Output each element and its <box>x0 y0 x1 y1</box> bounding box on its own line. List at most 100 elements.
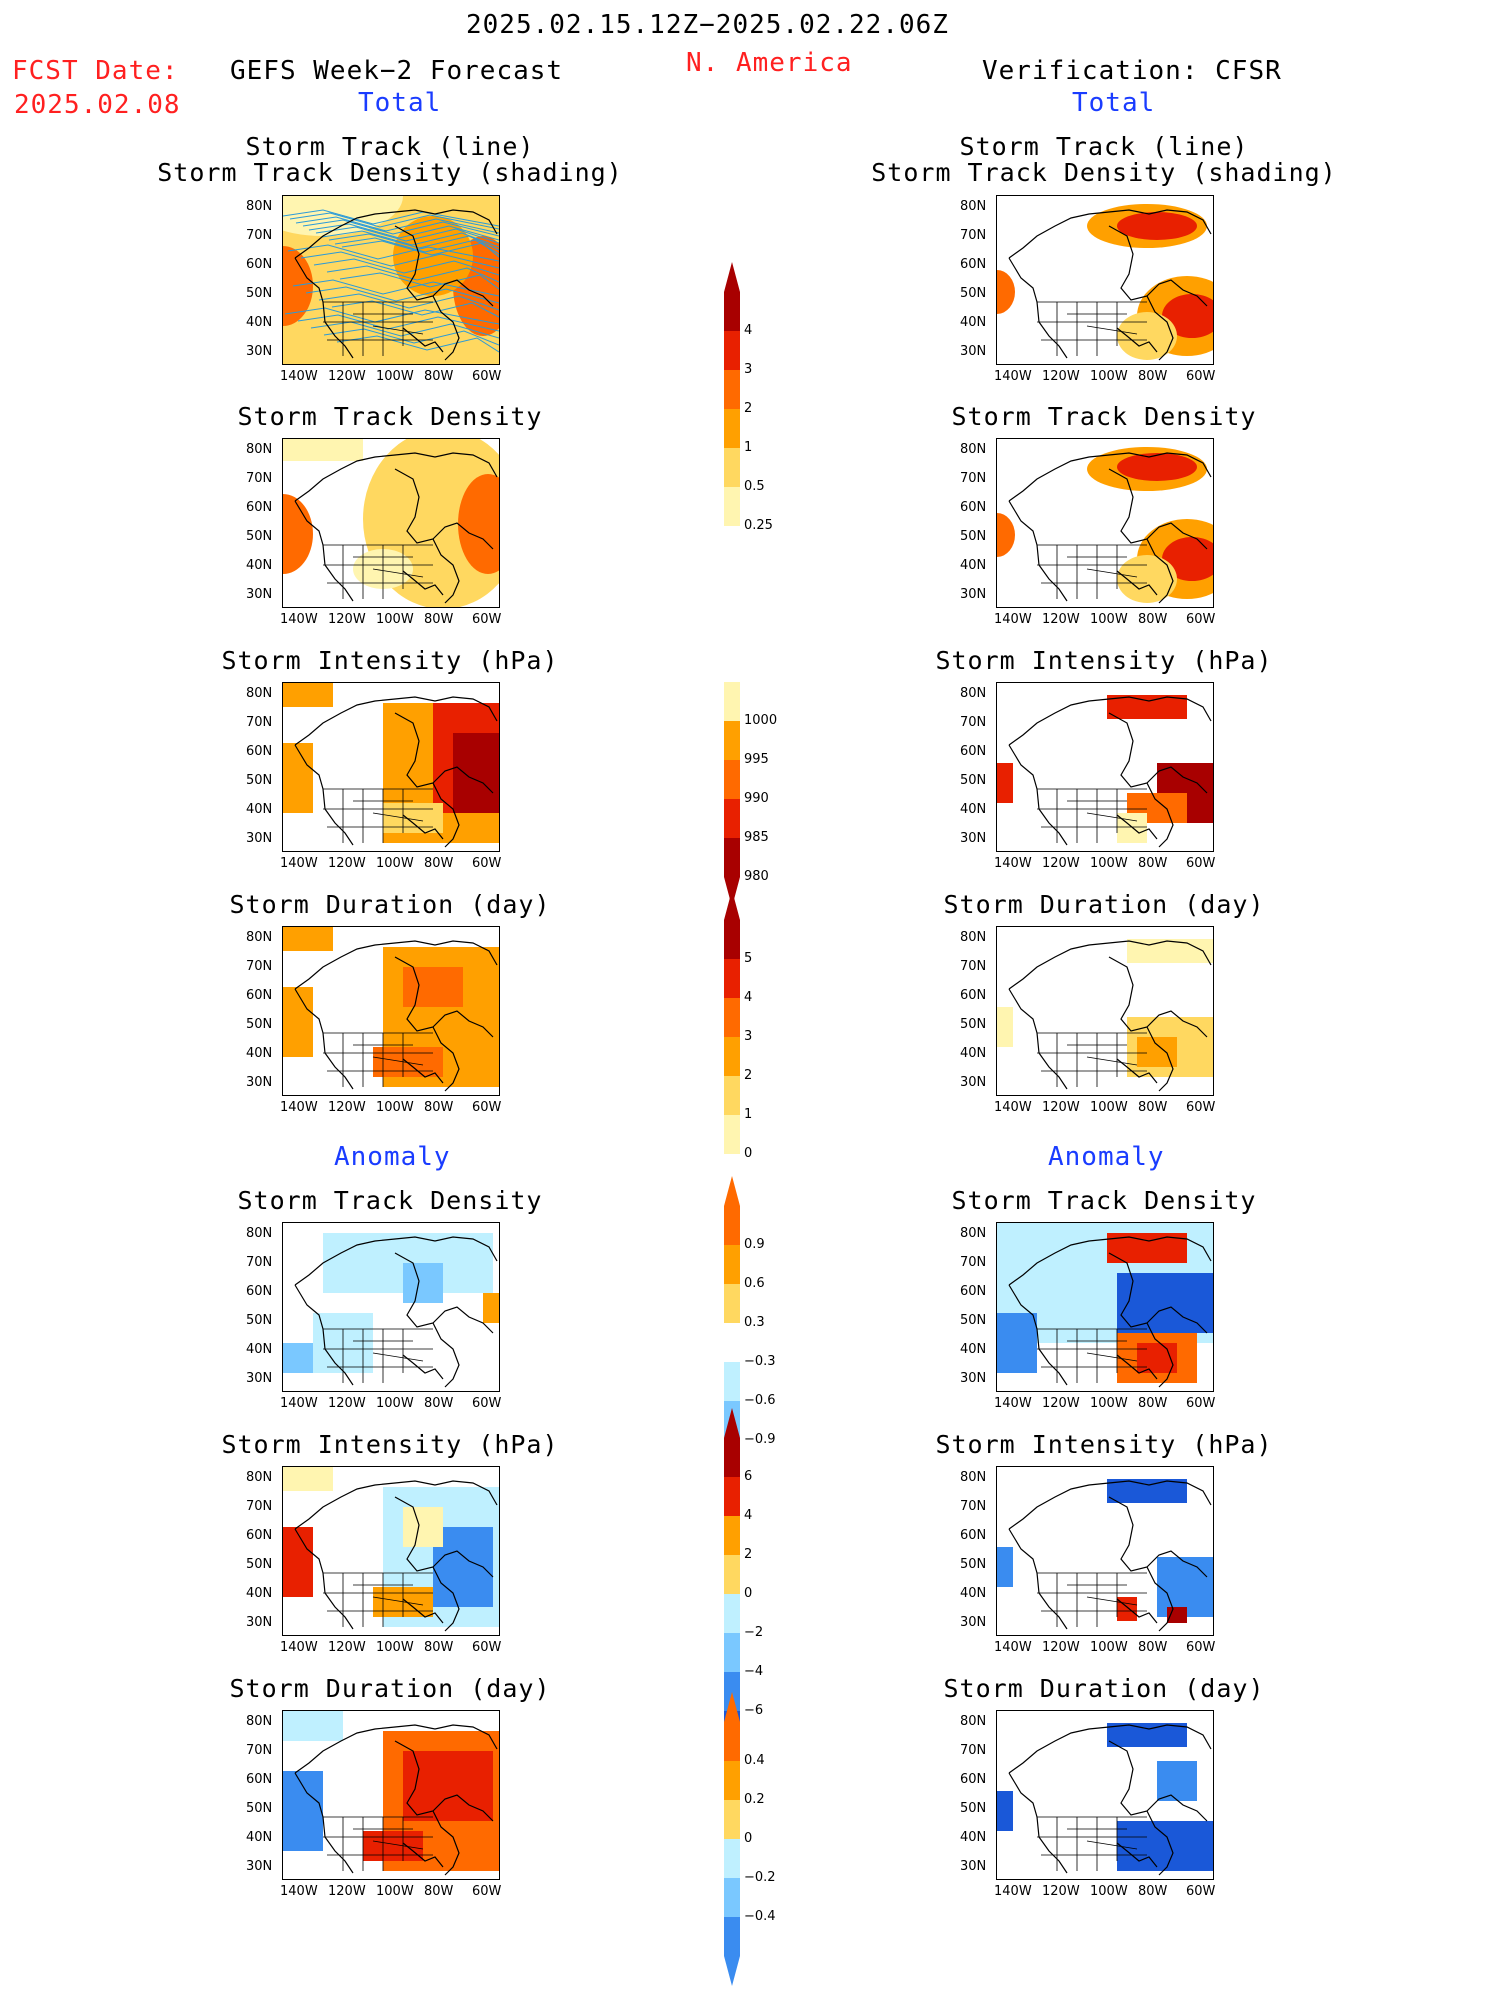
lat-label: 40N <box>960 1342 987 1357</box>
duration-anom-colorbar-label: −0.2 <box>744 1870 776 1885</box>
right-density-title: Storm Track Density <box>951 402 1257 431</box>
lon-label: 140W <box>280 612 318 627</box>
lat-label: 60N <box>246 257 273 272</box>
duration-anom-colorbar <box>722 1692 742 1990</box>
lon-label: 100W <box>376 856 414 871</box>
right-anom-duration-map <box>996 1710 1214 1880</box>
lon-label: 140W <box>280 856 318 871</box>
lon-label: 120W <box>328 856 366 871</box>
left-intensity-map <box>282 682 500 852</box>
lat-label: 60N <box>246 1772 273 1787</box>
lon-label: 140W <box>280 1884 318 1899</box>
lon-label: 100W <box>376 1884 414 1899</box>
intensity-total-colorbar-label: 985 <box>744 830 769 845</box>
lon-label: 100W <box>1090 856 1128 871</box>
lat-label: 50N <box>246 773 273 788</box>
lon-label: 60W <box>472 369 502 384</box>
lat-label: 80N <box>246 930 273 945</box>
lat-label: 30N <box>246 1371 273 1386</box>
lat-label: 50N <box>246 1313 273 1328</box>
lat-label: 40N <box>246 1342 273 1357</box>
lat-label: 60N <box>960 257 987 272</box>
lat-label: 50N <box>960 1313 987 1328</box>
right-anom-duration-title: Storm Duration (day) <box>943 1674 1265 1703</box>
lat-label: 70N <box>960 471 987 486</box>
density-anom-colorbar-label: −0.9 <box>744 1432 776 1447</box>
lon-label: 100W <box>376 1640 414 1655</box>
lon-label: 80W <box>1138 856 1168 871</box>
lat-label: 80N <box>960 442 987 457</box>
lon-label: 140W <box>994 1640 1032 1655</box>
lat-label: 80N <box>960 1470 987 1485</box>
lat-label: 50N <box>960 1017 987 1032</box>
lon-label: 80W <box>424 1640 454 1655</box>
left-density-title: Storm Track Density <box>237 402 543 431</box>
right-intensity-title: Storm Intensity (hPa) <box>935 646 1273 675</box>
lon-label: 60W <box>472 856 502 871</box>
lon-label: 120W <box>1042 1100 1080 1115</box>
duration-total-colorbar-label: 4 <box>744 990 753 1005</box>
lon-label: 100W <box>1090 612 1128 627</box>
right-track-shading-title: Storm Track Density (shading) <box>871 158 1337 187</box>
lat-label: 40N <box>246 1586 273 1601</box>
lat-label: 30N <box>246 587 273 602</box>
left-anom-intensity-title: Storm Intensity (hPa) <box>221 1430 559 1459</box>
density-anom-colorbar-label: −0.6 <box>744 1393 776 1408</box>
lon-label: 60W <box>472 1640 502 1655</box>
lat-label: 70N <box>960 959 987 974</box>
lat-label: 70N <box>246 471 273 486</box>
lat-label: 70N <box>246 715 273 730</box>
lat-label: 50N <box>246 529 273 544</box>
right-duration-title: Storm Duration (day) <box>943 890 1265 919</box>
lon-label: 140W <box>280 1396 318 1411</box>
duration-total-colorbar-label: 3 <box>744 1029 753 1044</box>
lon-label: 80W <box>1138 612 1168 627</box>
lon-label: 80W <box>424 1100 454 1115</box>
density-anom-colorbar-label: 0.6 <box>744 1276 765 1291</box>
lat-label: 80N <box>246 1226 273 1241</box>
left-duration-map <box>282 926 500 1096</box>
lat-label: 50N <box>246 286 273 301</box>
lat-label: 30N <box>246 831 273 846</box>
lat-label: 40N <box>960 1586 987 1601</box>
lat-label: 60N <box>246 1528 273 1543</box>
lon-label: 100W <box>1090 369 1128 384</box>
lat-label: 40N <box>960 558 987 573</box>
intensity-anom-colorbar-label: −4 <box>744 1664 764 1679</box>
lat-label: 70N <box>960 228 987 243</box>
lon-label: 100W <box>376 612 414 627</box>
left-duration-title: Storm Duration (day) <box>229 890 551 919</box>
lon-label: 100W <box>376 1100 414 1115</box>
lat-label: 70N <box>246 228 273 243</box>
right-density-map <box>996 438 1214 608</box>
density-total-colorbar-label: 0.5 <box>744 479 765 494</box>
lat-label: 60N <box>960 988 987 1003</box>
right-anom-density-title: Storm Track Density <box>951 1186 1257 1215</box>
lon-label: 120W <box>1042 612 1080 627</box>
lat-label: 70N <box>246 1743 273 1758</box>
lat-label: 60N <box>246 500 273 515</box>
lon-label: 100W <box>376 369 414 384</box>
lon-label: 140W <box>994 856 1032 871</box>
lon-label: 120W <box>1042 1640 1080 1655</box>
lon-label: 60W <box>472 1100 502 1115</box>
lat-label: 30N <box>246 1615 273 1630</box>
lat-label: 70N <box>960 1255 987 1270</box>
lat-label: 50N <box>960 286 987 301</box>
lat-label: 40N <box>246 1830 273 1845</box>
lon-label: 120W <box>328 369 366 384</box>
lat-label: 40N <box>960 1830 987 1845</box>
lon-label: 120W <box>328 1884 366 1899</box>
duration-total-colorbar-label: 0 <box>744 1146 753 1161</box>
density-anom-colorbar-label: 0.3 <box>744 1315 765 1330</box>
lon-label: 100W <box>1090 1640 1128 1655</box>
duration-anom-colorbar-label: 0 <box>744 1831 753 1846</box>
right-total-heading: Total <box>1072 88 1156 118</box>
lon-label: 120W <box>1042 1884 1080 1899</box>
lon-label: 140W <box>280 369 318 384</box>
lon-label: 140W <box>994 1884 1032 1899</box>
lon-label: 80W <box>424 856 454 871</box>
lon-label: 140W <box>994 1100 1032 1115</box>
lat-label: 60N <box>246 988 273 1003</box>
lon-label: 120W <box>328 1640 366 1655</box>
